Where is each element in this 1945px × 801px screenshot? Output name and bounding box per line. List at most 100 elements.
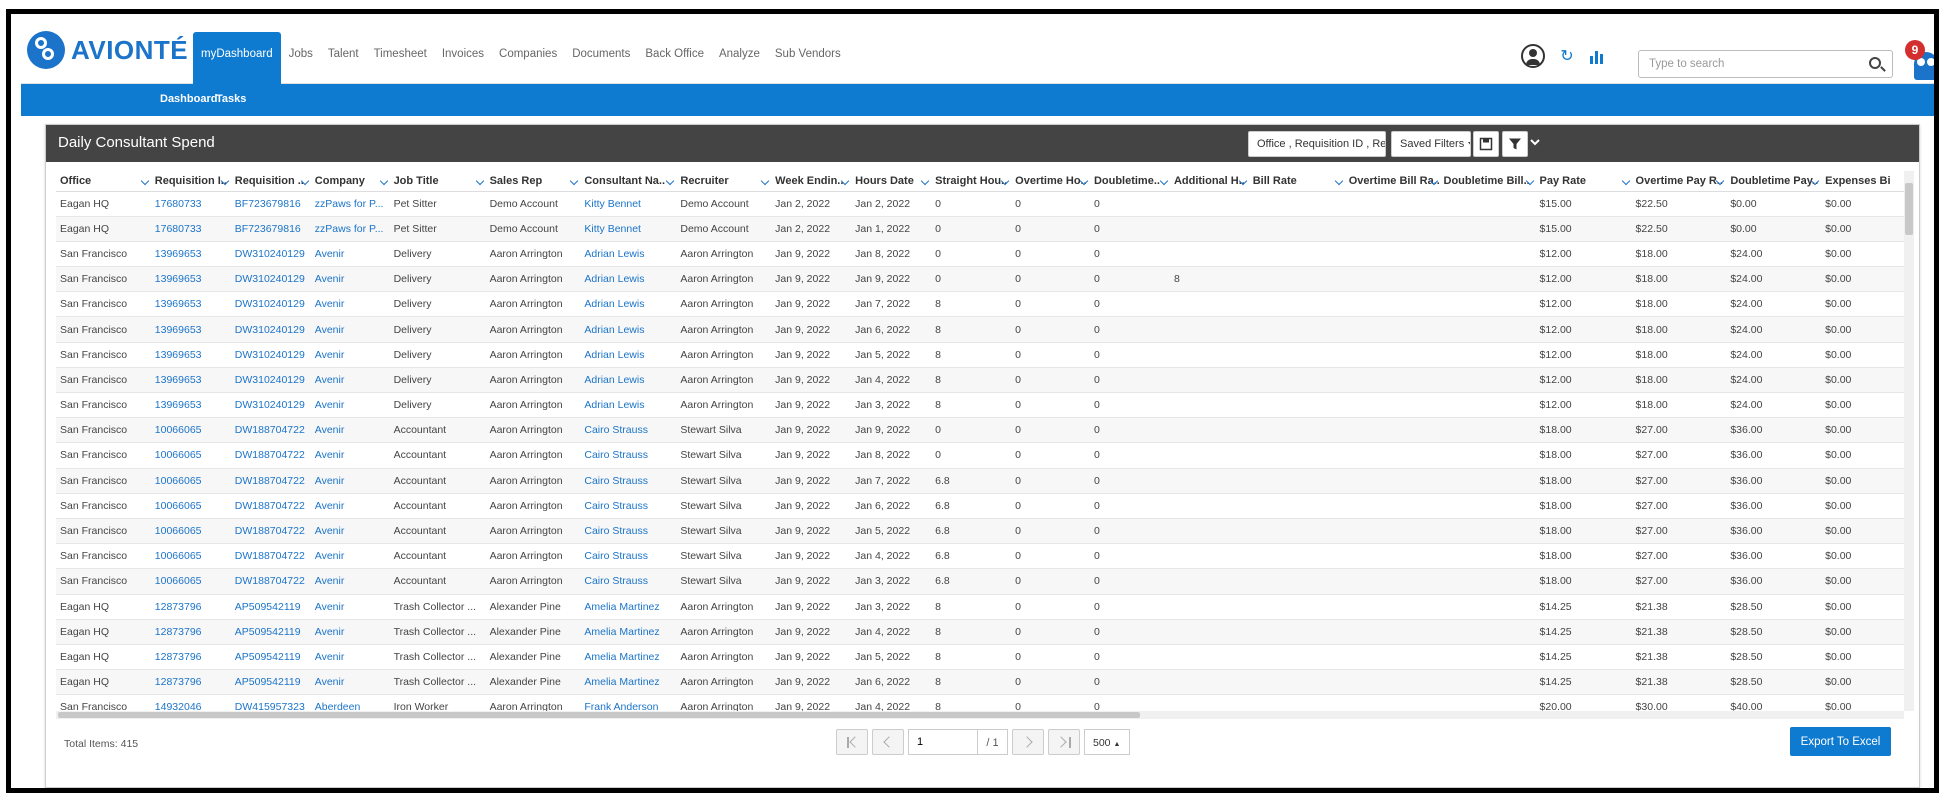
table-row[interactable]: San Francisco 13969653 DW310240129 Avenir De… [56,266,1904,293]
table-cell-link[interactable]: Adrian Lewis [580,266,677,293]
table-cell-link[interactable]: Avenir [310,493,390,519]
table-cell-link[interactable]: DW310240129 [230,367,311,394]
table-cell-link[interactable]: DW188704722 [230,417,311,444]
search-icon[interactable] [1869,57,1881,69]
nav-item-mydashboard[interactable]: myDashboard [193,32,281,84]
table-cell-link[interactable]: Adrian Lewis [580,392,677,419]
nav-item-back-office[interactable]: Back Office [645,48,704,60]
table-cell-link[interactable]: 17680733 [150,191,231,217]
nav-item-jobs[interactable]: Jobs [288,48,313,60]
table-cell-link[interactable]: Adrian Lewis [580,241,677,268]
table-cell-link[interactable]: AP509542119 [230,669,311,696]
table-cell-link[interactable]: DW188704722 [230,518,311,545]
table-cell-link[interactable]: DW188704722 [230,568,311,595]
user-profile-icon[interactable] [1521,44,1545,68]
table-cell-link[interactable]: Cairo Strauss [580,468,677,494]
nav-item-talent[interactable]: Talent [327,48,359,60]
table-cell-link[interactable]: Avenir [310,619,390,645]
global-search-input[interactable] [1638,50,1893,78]
refresh-icon[interactable]: ↻ [1560,48,1574,65]
subnav-dashboard[interactable]: Dashboard [160,93,218,105]
column-header[interactable]: Company [310,171,390,192]
column-filter-chevron-icon[interactable] [760,176,770,186]
table-cell-link[interactable]: Amelia Martinez [580,644,677,671]
table-cell-link[interactable]: 13969653 [150,241,231,268]
table-row[interactable]: San Francisco 10066065 DW188704722 Avenir Ac… [56,493,1904,519]
table-row[interactable]: San Francisco 10066065 DW188704722 Avenir Ac… [56,568,1904,595]
table-cell-link[interactable]: Avenir [310,417,390,444]
table-row[interactable]: San Francisco 13969653 DW310240129 Avenir De… [56,241,1904,268]
column-header[interactable]: Straight Hou.. [931,171,1012,192]
table-row[interactable]: San Francisco 13969653 DW310240129 Avenir De… [56,342,1904,368]
table-cell-link[interactable]: Cairo Strauss [580,442,677,469]
column-header[interactable]: Expenses Bi [1821,171,1904,192]
column-filter-chevron-icon[interactable] [666,176,675,186]
table-cell-link[interactable]: Adrian Lewis [580,367,677,394]
horizontal-scroll-thumb[interactable] [58,712,1140,718]
table-cell-link[interactable]: 13969653 [150,291,231,318]
table-cell-link[interactable]: Avenir [310,266,390,293]
table-cell-link[interactable]: Cairo Strauss [580,493,677,519]
nav-item-invoices[interactable]: Invoices [441,48,485,60]
export-to-excel-button[interactable]: Export To Excel [1790,727,1891,756]
nav-item-timesheet[interactable]: Timesheet [373,48,427,60]
table-cell-link[interactable]: Adrian Lewis [580,342,677,368]
table-cell-link[interactable]: DW188704722 [230,493,311,519]
table-cell-link[interactable]: Avenir [310,316,390,343]
subnav-tasks[interactable]: Tasks [216,93,247,105]
column-header[interactable]: Recruiter [676,171,772,192]
page-size-dropdown[interactable]: 500 ▲ [1084,729,1130,755]
table-row[interactable]: San Francisco 13969653 DW310240129 Avenir De… [56,367,1904,394]
column-filter-chevron-icon[interactable] [1334,176,1343,186]
table-cell-link[interactable]: DW188704722 [230,442,311,469]
table-cell-link[interactable]: BF723679816 [230,191,311,217]
table-cell-link[interactable]: 10066065 [150,518,231,545]
vertical-scroll-thumb[interactable] [1905,183,1913,235]
table-cell-link[interactable]: DW310240129 [230,316,311,343]
column-header[interactable]: Doubletime Pay.. [1726,171,1822,192]
table-cell-link[interactable]: Aberdeen [310,694,390,711]
table-cell-link[interactable]: Avenir [310,442,390,469]
table-cell-link[interactable]: 13969653 [150,266,231,293]
table-cell-link[interactable]: AP509542119 [230,644,311,671]
next-page-button[interactable] [1012,729,1044,755]
table-cell-link[interactable]: 13969653 [150,316,231,343]
table-cell-link[interactable]: 10066065 [150,442,231,469]
table-cell-link[interactable]: Avenir [310,543,390,570]
table-cell-link[interactable]: AP509542119 [230,594,311,620]
column-filter-chevron-icon[interactable] [140,176,150,186]
table-cell-link[interactable]: Avenir [310,644,390,671]
column-filter-chevron-icon[interactable] [570,176,579,186]
table-cell-link[interactable]: Cairo Strauss [580,543,677,570]
column-header[interactable]: Job Title [389,171,486,192]
table-row[interactable]: San Francisco 13969653 DW310240129 Avenir De… [56,291,1904,318]
collapse-panel-button[interactable] [1530,134,1540,146]
table-cell-link[interactable]: Kitty Bennet [580,191,677,217]
table-cell-link[interactable]: DW188704722 [230,468,311,494]
table-cell-link[interactable]: AP509542119 [230,619,311,645]
column-header[interactable]: Overtime Ho.. [1011,171,1090,192]
table-cell-link[interactable]: DW310240129 [230,266,311,293]
table-cell-link[interactable]: DW310240129 [230,241,311,268]
column-header[interactable]: Requisition .. [230,171,311,192]
table-row[interactable]: San Francisco 10066065 DW188704722 Avenir Ac… [56,417,1904,444]
last-page-button[interactable] [1048,729,1080,755]
column-header[interactable]: Pay Rate [1535,171,1632,192]
table-cell-link[interactable]: Avenir [310,392,390,419]
table-cell-link[interactable]: 13969653 [150,367,231,394]
table-row[interactable]: San Francisco 13969653 DW310240129 Avenir De… [56,392,1904,419]
table-row[interactable]: Eagan HQ 12873796 AP509542119 Avenir Trash C… [56,619,1904,645]
table-cell-link[interactable]: 17680733 [150,216,231,242]
table-row[interactable]: Eagan HQ 12873796 AP509542119 Avenir Trash C… [56,594,1904,620]
table-cell-link[interactable]: Avenir [310,594,390,620]
column-header[interactable]: Sales Rep [485,171,581,192]
table-cell-link[interactable]: Avenir [310,468,390,494]
notification-badge[interactable]: 9 [1905,40,1925,60]
table-cell-link[interactable]: Adrian Lewis [580,291,677,318]
table-cell-link[interactable]: 14932046 [150,694,231,711]
table-cell-link[interactable]: 10066065 [150,493,231,519]
table-cell-link[interactable]: DW188704722 [230,543,311,570]
table-row[interactable]: San Francisco 10066065 DW188704722 Avenir Ac… [56,543,1904,570]
column-header[interactable]: Doubletime Bill.. [1439,171,1536,192]
table-cell-link[interactable]: Avenir [310,367,390,394]
